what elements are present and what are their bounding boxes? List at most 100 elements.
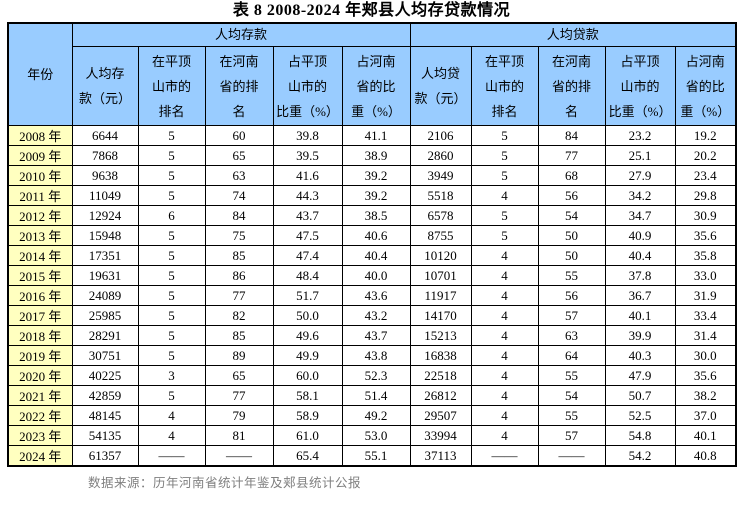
value-cell: 37.0 [674, 405, 737, 426]
value-cell: 25985 [71, 305, 139, 326]
value-cell: 84 [537, 125, 606, 146]
value-cell: 64 [537, 345, 606, 366]
value-cell: 35.6 [674, 225, 737, 246]
group-header-loan: 人均贷款 [409, 22, 737, 47]
value-cell: 53.0 [341, 425, 411, 446]
value-cell: 35.6 [674, 365, 737, 386]
value-cell: 74 [204, 185, 274, 206]
value-cell: 19.2 [674, 125, 737, 146]
value-cell: 55 [537, 405, 606, 426]
value-cell: 40225 [71, 365, 139, 386]
value-cell: 47.9 [604, 365, 676, 386]
value-cell: 55 [537, 265, 606, 286]
value-cell: 61357 [71, 445, 139, 467]
value-cell: 2860 [409, 145, 472, 166]
table-body: 2008 年 6644 5 60 39.8 41.1 2106 5 84 23.2 19.2 2009… [7, 125, 737, 467]
value-cell: 57 [537, 305, 606, 326]
value-cell: 56 [537, 185, 606, 206]
value-cell: 4 [470, 185, 539, 206]
value-cell: 48145 [71, 405, 139, 426]
value-cell: 4 [470, 265, 539, 286]
value-cell: 55.1 [341, 445, 411, 467]
table-row: 2020 年 40225 3 65 60.0 52.3 22518 4 55 47.9 35.6 [7, 365, 737, 386]
year-cell: 2015 年 [7, 265, 73, 286]
value-cell: 3949 [409, 165, 472, 186]
table-header: 年份 人均存款 人均贷款 人均存 款（元） 在平顶 山市的 排名 在河南 省的排… [7, 22, 737, 126]
value-cell: 5 [137, 305, 206, 326]
value-cell: 4 [470, 385, 539, 406]
value-cell: 60 [204, 125, 274, 146]
value-cell: 49.2 [341, 405, 411, 426]
value-cell: 43.6 [341, 285, 411, 306]
year-cell: 2017 年 [7, 305, 73, 326]
value-cell: 12924 [71, 205, 139, 226]
value-cell: 4 [470, 365, 539, 386]
page-title: 表 8 2008-2024 年郏县人均存贷款情况 [232, 2, 511, 19]
value-cell: 40.4 [604, 245, 676, 266]
value-cell: 37.8 [604, 265, 676, 286]
value-cell: 10120 [409, 245, 472, 266]
value-cell: 30.9 [674, 205, 737, 226]
value-cell: 8755 [409, 225, 472, 246]
table-row: 2018 年 28291 5 85 49.6 43.7 15213 4 63 39.9 31.4 [7, 325, 737, 346]
year-cell: 2013 年 [7, 225, 73, 246]
value-cell: 5 [137, 345, 206, 366]
year-cell: 2024 年 [7, 445, 73, 467]
value-cell: 39.2 [341, 185, 411, 206]
column-header-loan-province-share: 占河南 省的比 重（%） [674, 46, 737, 126]
value-cell: 31.9 [674, 285, 737, 306]
value-cell: 9638 [71, 165, 139, 186]
value-cell: 38.5 [341, 205, 411, 226]
table-row: 2014 年 17351 5 85 47.4 40.4 10120 4 50 40.4 35.8 [7, 245, 737, 266]
value-cell: 24089 [71, 285, 139, 306]
value-cell: 5 [470, 165, 539, 186]
table-row: 2015 年 19631 5 86 48.4 40.0 10701 4 55 37.8 33.0 [7, 265, 737, 286]
value-cell: 4 [470, 345, 539, 366]
value-cell: 5 [470, 145, 539, 166]
value-cell: 85 [204, 245, 274, 266]
value-cell: 43.2 [341, 305, 411, 326]
value-cell: 58.9 [272, 405, 343, 426]
value-cell: 50.0 [272, 305, 343, 326]
value-cell: 51.7 [272, 285, 343, 306]
year-cell: 2023 年 [7, 425, 73, 446]
value-cell: 65.4 [272, 445, 343, 467]
column-header-deposit-province-rank: 在河南 省的排 名 [204, 46, 274, 126]
value-cell: 82 [204, 305, 274, 326]
value-cell: 15948 [71, 225, 139, 246]
value-cell: 44.3 [272, 185, 343, 206]
column-header-deposit-city-share: 占平顶 山市的 比重（%） [272, 46, 343, 126]
value-cell: 38.9 [341, 145, 411, 166]
column-header-deposit-city-rank: 在平顶 山市的 排名 [137, 46, 206, 126]
column-header-loan-city-rank: 在平顶 山市的 排名 [470, 46, 539, 126]
value-cell: 60.0 [272, 365, 343, 386]
value-cell: 41.6 [272, 165, 343, 186]
value-cell: 11917 [409, 285, 472, 306]
value-cell: 51.4 [341, 385, 411, 406]
value-cell: 15213 [409, 325, 472, 346]
year-cell: 2009 年 [7, 145, 73, 166]
table-row: 2009 年 7868 5 65 39.5 38.9 2860 5 77 25.1 20.2 [7, 145, 737, 166]
value-cell: 5 [137, 245, 206, 266]
value-cell: 22518 [409, 365, 472, 386]
value-cell: 27.9 [604, 165, 676, 186]
year-cell: 2020 年 [7, 365, 73, 386]
column-header-loan-city-share: 占平顶 山市的 比重（%） [604, 46, 676, 126]
value-cell: 23.2 [604, 125, 676, 146]
year-cell: 2012 年 [7, 205, 73, 226]
value-cell: 16838 [409, 345, 472, 366]
value-cell: 77 [537, 145, 606, 166]
value-cell: 43.7 [341, 325, 411, 346]
value-cell: 37113 [409, 445, 472, 467]
value-cell: 6 [137, 205, 206, 226]
table-row: 2013 年 15948 5 75 47.5 40.6 8755 5 50 40.9 35.6 [7, 225, 737, 246]
value-cell: 5 [137, 185, 206, 206]
table-row: 2010 年 9638 5 63 41.6 39.2 3949 5 68 27.9 23.4 [7, 165, 737, 186]
data-source-note: 数据来源：历年河南省统计年鉴及郏县统计公报 [88, 476, 362, 490]
value-cell: 4 [470, 305, 539, 326]
value-cell: 5 [137, 385, 206, 406]
value-cell: 5 [137, 145, 206, 166]
value-cell: 48.4 [272, 265, 343, 286]
value-cell: 39.5 [272, 145, 343, 166]
column-header-loan-amount: 人均贷 款（元） [409, 46, 472, 126]
